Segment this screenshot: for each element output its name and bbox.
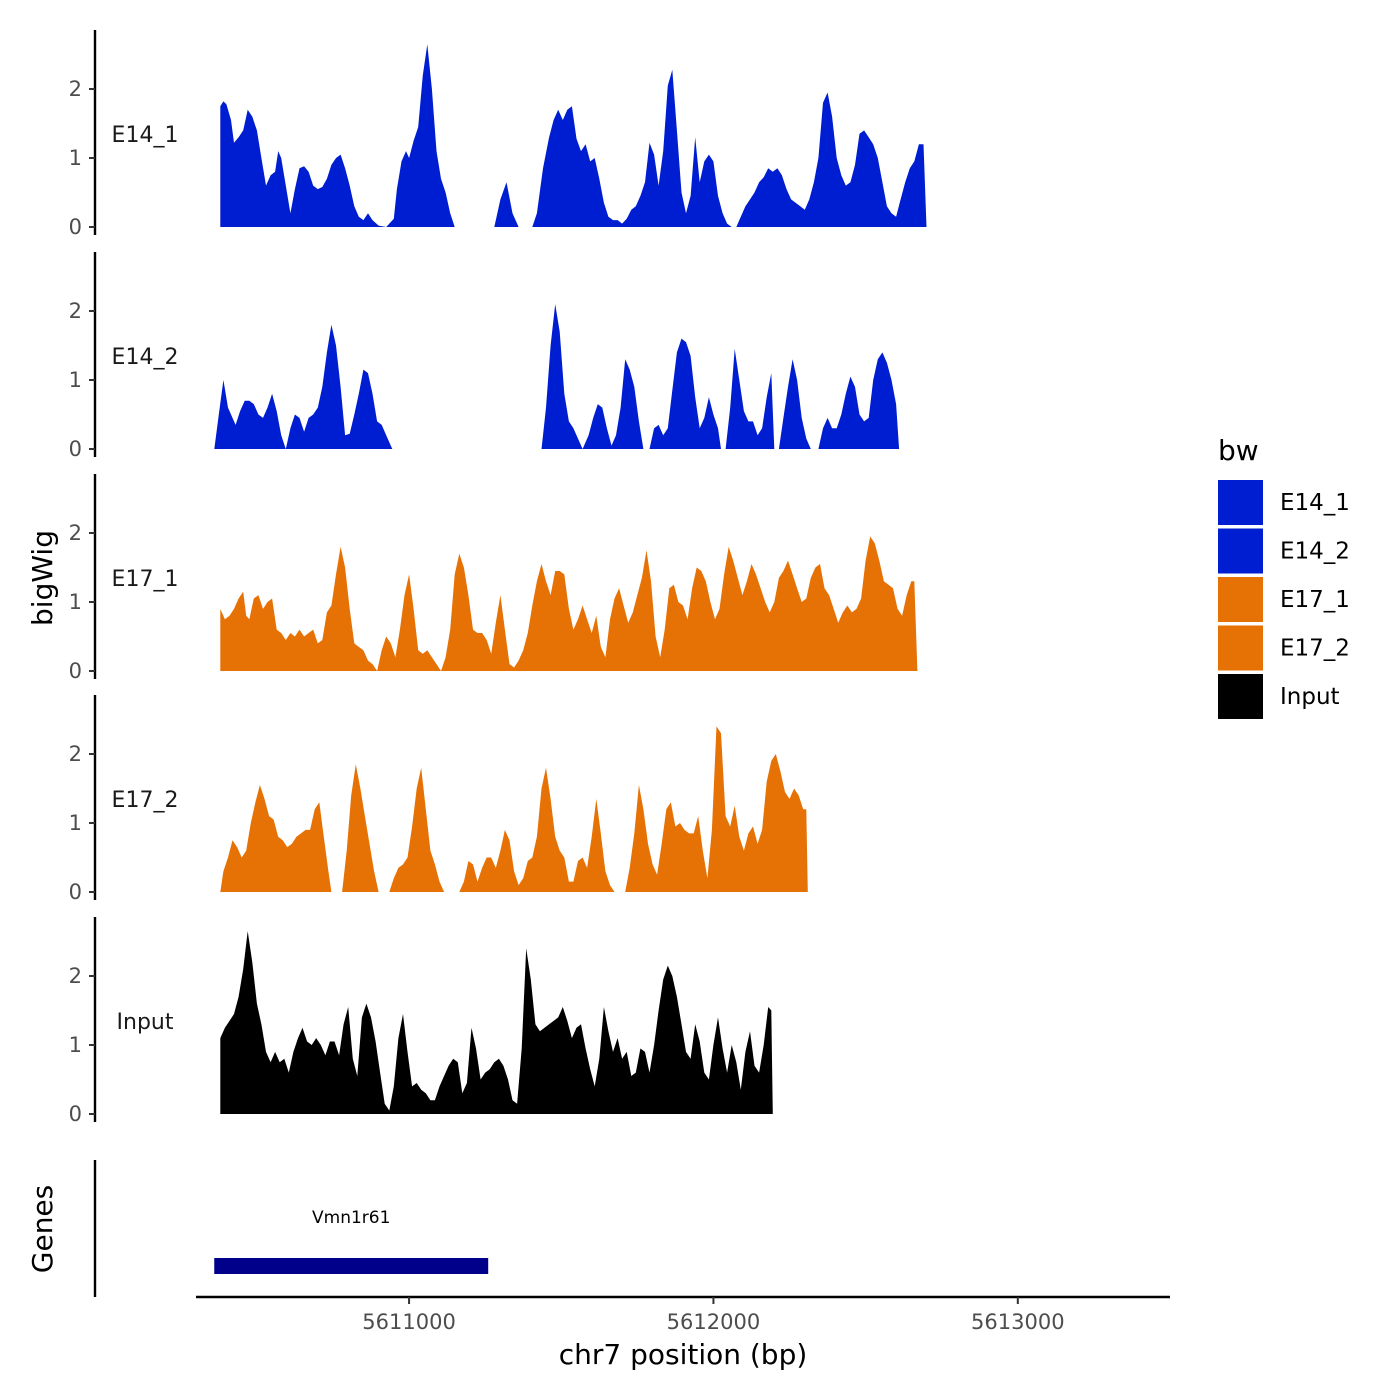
y-tick-label: 0: [69, 880, 82, 904]
signal-tracks: 0 1 2 E14_1 0 1 2 E14_2 0 1 2 E17_1 0 1 2 E17_2 0 1 2 Input: [69, 30, 927, 1126]
y-tick-label: 1: [69, 811, 82, 835]
track-label-Input: Input: [117, 1010, 174, 1035]
area-E17_1-0: [220, 536, 918, 671]
track-E14_1: 0 1 2 E14_1: [69, 30, 927, 239]
area-E14_2-5: [818, 352, 900, 449]
x-axis-ticks: 5611000 5612000 5613000: [362, 1297, 1065, 1334]
x-axis-title: chr7 position (bp): [559, 1338, 808, 1371]
track-label-E17_1: E17_1: [112, 567, 179, 592]
x-tick-label: 5613000: [971, 1310, 1065, 1334]
y-tick-label: 2: [69, 299, 82, 323]
y-tick-label: 0: [69, 1102, 82, 1126]
area-E17_2-4: [625, 726, 808, 892]
area-E14_1-1: [494, 182, 519, 227]
y-tick-label: 1: [69, 146, 82, 170]
legend-label-E17_2: E17_2: [1280, 636, 1350, 662]
area-E14_2-2: [649, 338, 721, 449]
y-tick-label: 2: [69, 742, 82, 766]
legend-key-E14_1: [1218, 480, 1263, 525]
area-E17_2-3: [459, 767, 615, 892]
legend-title: bw: [1218, 434, 1259, 467]
gene-track: Vmn1r61: [93, 1160, 489, 1297]
y-tick-label: 0: [69, 215, 82, 239]
track-E17_1: 0 1 2 E17_1: [69, 474, 918, 683]
legend-key-E14_2: [1218, 528, 1263, 574]
y-tick-label: 2: [69, 521, 82, 545]
legend: bw E14_1 E14_2 E17_1 E17_2 Input: [1218, 434, 1350, 719]
track-label-E14_2: E14_2: [112, 345, 179, 370]
gene-bar-Vmn1r61[interactable]: [214, 1258, 489, 1274]
genes-axis-title: Genes: [26, 1185, 59, 1273]
y-tick-label: 0: [69, 659, 82, 683]
legend-key-E17_1: [1218, 577, 1263, 622]
y-tick-label: 2: [69, 77, 82, 101]
area-Input-0: [220, 931, 773, 1114]
legend-label-E17_1: E17_1: [1280, 587, 1350, 613]
track-Input: 0 1 2 Input: [69, 917, 773, 1126]
track-E17_2: 0 1 2 E17_2: [69, 695, 808, 904]
legend-key-E17_2: [1218, 625, 1263, 671]
area-E17_2-2: [389, 767, 445, 892]
y-tick-label: 1: [69, 590, 82, 614]
legend-label-E14_1: E14_1: [1280, 490, 1350, 516]
track-E14_2: 0 1 2 E14_2: [69, 252, 900, 461]
area-E17_2-0: [220, 785, 332, 892]
area-E14_2-4: [778, 359, 811, 449]
area-E14_1-0: [220, 44, 455, 228]
y-tick-label: 0: [69, 437, 82, 461]
y-tick-label: 1: [69, 1033, 82, 1057]
x-tick-label: 5611000: [362, 1310, 456, 1334]
area-E14_2-0: [214, 324, 393, 449]
y-tick-label: 2: [69, 964, 82, 988]
y-axis-title: bigWig: [26, 530, 59, 626]
area-E14_2-1: [541, 304, 644, 449]
legend-label-E14_2: E14_2: [1280, 539, 1350, 565]
track-label-E17_2: E17_2: [112, 788, 179, 813]
legend-key-Input: [1218, 674, 1263, 719]
y-tick-label: 1: [69, 368, 82, 392]
track-label-E14_1: E14_1: [112, 123, 179, 148]
area-E14_1-3: [736, 92, 927, 227]
legend-label-Input: Input: [1280, 684, 1340, 710]
gene-label-Vmn1r61: Vmn1r61: [312, 1208, 390, 1228]
area-E14_2-3: [725, 348, 775, 449]
area-E14_1-2: [532, 69, 732, 227]
x-tick-label: 5612000: [667, 1310, 761, 1334]
area-E17_2-1: [342, 764, 379, 892]
